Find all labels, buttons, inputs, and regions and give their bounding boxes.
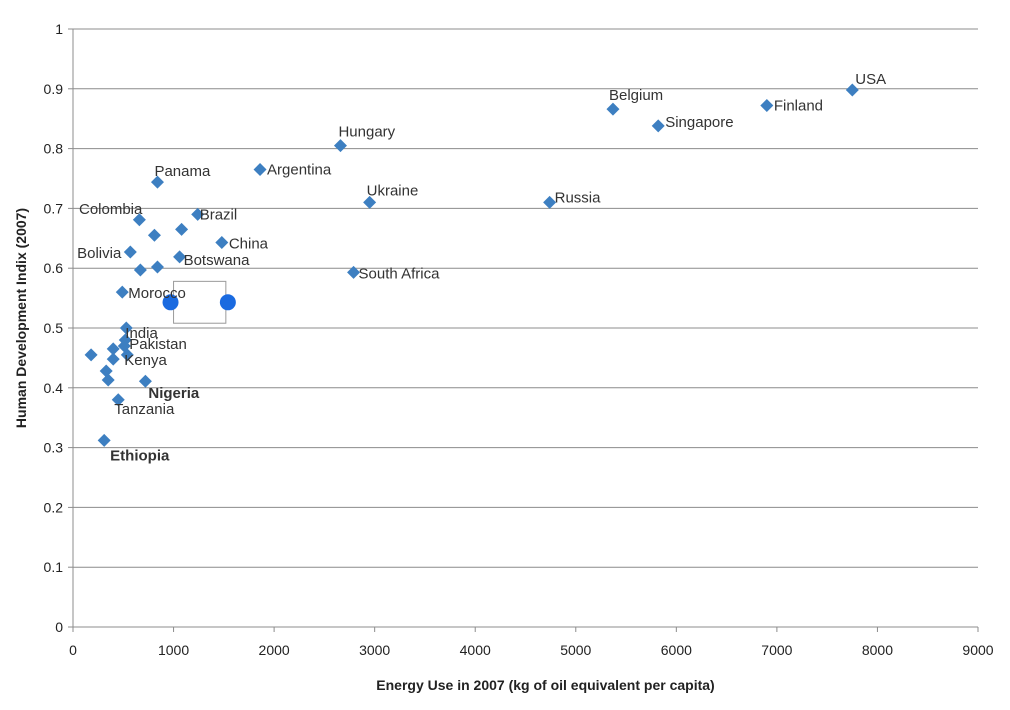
y-tick-label: 1 [55, 21, 63, 37]
y-tick-label: 0.2 [44, 499, 64, 515]
data-point-marker [173, 250, 187, 264]
data-point-marker [191, 207, 205, 221]
data-point-marker [363, 195, 377, 209]
data-point-marker [101, 373, 115, 387]
data-point-marker [543, 195, 557, 209]
x-axis-title: Energy Use in 2007 (kg of oil equivalent… [376, 677, 714, 693]
point-label: Botswana [184, 252, 251, 269]
point-label: Morocco [128, 285, 186, 302]
data-point-marker [106, 342, 120, 356]
data-point-marker [760, 99, 774, 113]
x-tick-label: 5000 [560, 642, 591, 658]
x-tick-label: 1000 [158, 642, 189, 658]
data-point-marker [651, 119, 665, 133]
point-label: Finland [774, 98, 823, 115]
point-label: Brazil [200, 206, 238, 223]
data-point-marker [133, 263, 147, 277]
y-axis-title: Human Development Indix (2007) [13, 208, 29, 428]
data-point-marker [97, 433, 111, 447]
point-label: Bolivia [77, 245, 122, 262]
y-tick-label: 0.5 [44, 320, 64, 336]
point-label: Tanzania [114, 401, 175, 418]
data-point-marker [123, 245, 137, 259]
point-label: Ethiopia [110, 447, 170, 464]
point-label: Singapore [665, 114, 733, 131]
x-tick-label: 3000 [359, 642, 390, 658]
data-point-marker [99, 364, 113, 378]
data-point-marker [106, 352, 120, 366]
point-label: Colombia [79, 201, 143, 218]
point-label: South Africa [359, 265, 441, 282]
axes [68, 28, 979, 632]
x-tick-label: 8000 [862, 642, 893, 658]
y-tick-label: 0.8 [44, 141, 64, 157]
point-label: India [125, 325, 158, 342]
data-point-marker [253, 163, 267, 177]
point-label: Kenya [124, 352, 167, 369]
point-label: Ukraine [367, 182, 419, 199]
point-label: USA [855, 71, 886, 88]
data-point-marker [84, 348, 98, 362]
data-point-marker [333, 139, 347, 153]
y-tick-label: 0.6 [44, 260, 64, 276]
data-point-marker [120, 348, 134, 362]
highlight-point-marker [162, 294, 179, 311]
data-points [84, 83, 859, 447]
data-point-marker [215, 235, 229, 249]
y-tick-label: 0.7 [44, 200, 64, 216]
x-tick-label: 4000 [460, 642, 491, 658]
point-label: Panama [154, 163, 211, 180]
data-point-marker [115, 285, 129, 299]
data-point-marker [175, 222, 189, 236]
y-tick-label: 0.3 [44, 440, 64, 456]
point-label: Argentina [267, 162, 332, 179]
data-point-marker [147, 228, 161, 242]
data-point-marker [138, 374, 152, 388]
point-label: Hungary [338, 124, 395, 141]
y-tick-label: 0.4 [44, 380, 64, 396]
data-point-marker [150, 175, 164, 189]
x-tick-label: 2000 [259, 642, 290, 658]
point-label: Nigeria [148, 385, 200, 402]
data-point-marker [150, 260, 164, 274]
x-tick-label: 6000 [661, 642, 692, 658]
data-point-marker [845, 83, 859, 97]
point-label: China [229, 235, 269, 252]
x-tick-label: 9000 [962, 642, 993, 658]
data-point-marker [606, 102, 620, 116]
data-point-marker [132, 213, 146, 227]
y-tick-label: 0.1 [44, 559, 64, 575]
y-tick-label: 0.9 [44, 81, 64, 97]
x-tick-label: 0 [69, 642, 77, 658]
point-label: Russia [555, 189, 602, 206]
grid-lines [73, 28, 978, 568]
x-tick-label: 7000 [761, 642, 792, 658]
data-point-marker [117, 339, 131, 353]
data-point-marker [119, 321, 133, 335]
highlight-point-marker [219, 294, 236, 311]
tick-labels: 0 0.1 0.2 0.3 0.4 0.5 0.6 0.7 0.8 0.9 1 0 1000 2000 30… [44, 21, 994, 658]
point-label: Pakistan [129, 336, 187, 353]
data-point-marker [347, 265, 361, 279]
data-point-marker [111, 393, 125, 407]
point-label: Belgium [609, 87, 663, 104]
y-tick-label: 0 [55, 619, 63, 635]
